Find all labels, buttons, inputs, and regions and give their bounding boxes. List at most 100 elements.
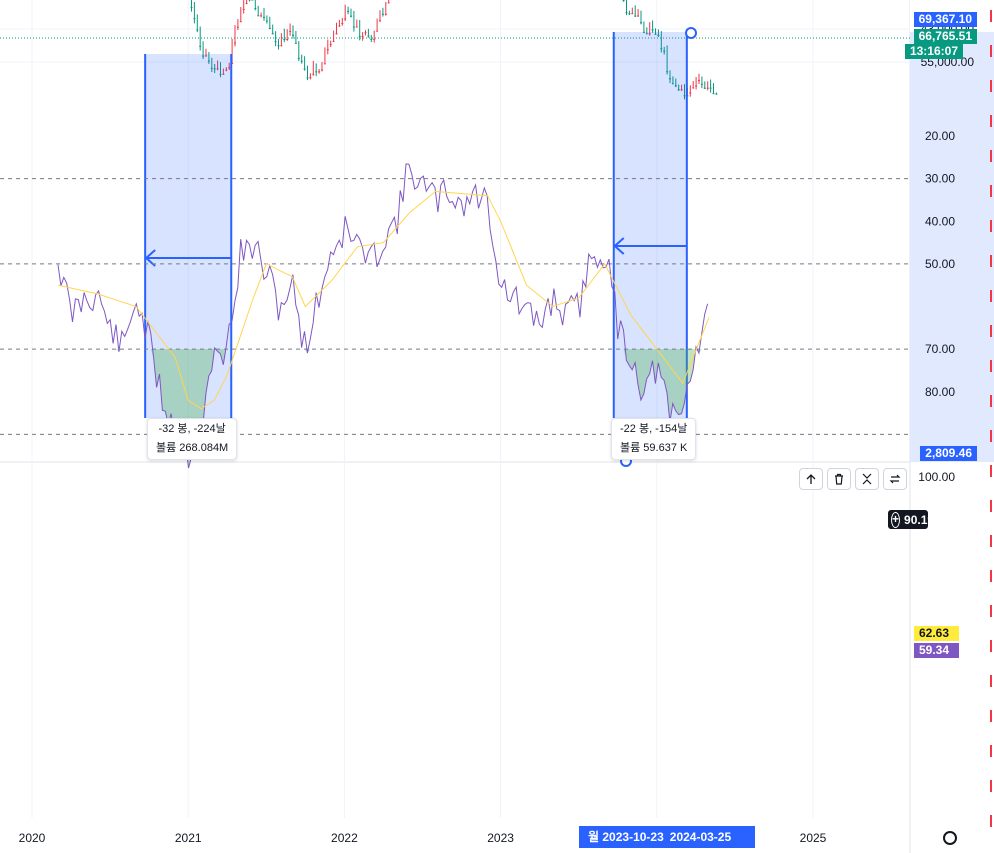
maximize-pane-button[interactable] <box>883 468 907 490</box>
candle-body <box>196 29 199 31</box>
candle-body <box>289 30 292 32</box>
candle-body <box>642 31 645 33</box>
high-price-tag: 69,367.10 <box>913 12 977 27</box>
collapse-pane-button[interactable] <box>855 468 879 490</box>
candle-body <box>370 38 373 40</box>
candle-body <box>283 39 286 41</box>
candle-body <box>361 35 364 37</box>
candle-body <box>695 85 698 87</box>
candle-body <box>674 85 677 87</box>
rsi-tick-label: 30.00 <box>925 172 955 186</box>
settings-icon[interactable] <box>943 831 957 845</box>
rsi-line <box>57 163 709 469</box>
candle-body <box>332 40 335 42</box>
candle-body <box>706 87 709 89</box>
price-pane[interactable] <box>0 0 910 100</box>
price-axis-bg <box>910 0 994 462</box>
last-price-tag: 66,765.51 <box>913 29 977 44</box>
candle-body <box>271 33 274 35</box>
candle-body <box>234 42 236 44</box>
candle-body <box>648 33 651 35</box>
measure-label-2[interactable]: -22 봉, -154날 볼륨 59.637 K <box>611 418 697 460</box>
candle-body <box>280 45 283 47</box>
candle-body <box>225 69 228 71</box>
arrow-up-icon <box>806 474 816 484</box>
candle-body <box>666 71 669 73</box>
candle-body <box>297 57 300 59</box>
candle-body <box>251 0 254 1</box>
candle-body <box>669 78 671 80</box>
plus-circle-icon[interactable]: + <box>891 511 901 528</box>
candle-body <box>260 15 263 17</box>
candle-body <box>376 30 379 32</box>
candle-body <box>625 12 628 14</box>
candle-body <box>341 23 344 25</box>
move-up-button[interactable] <box>799 468 823 490</box>
candle-body <box>712 93 715 95</box>
measure-tools[interactable] <box>144 27 994 467</box>
candle-body <box>381 13 384 15</box>
time-range-start: 월 2023-10-23 <box>588 830 664 844</box>
candle-body <box>309 77 312 79</box>
measure-handle <box>685 27 697 39</box>
candle-body <box>709 87 712 89</box>
candle-body <box>387 2 390 4</box>
candle-body <box>257 15 260 17</box>
rsi-tick-label: 50.00 <box>925 257 955 271</box>
candle-body <box>700 83 703 85</box>
axis-measure-band <box>910 32 994 462</box>
measure-label-1-bars: -32 봉, -224날 <box>158 423 226 435</box>
candle-body <box>660 48 663 50</box>
candle-body <box>268 27 271 29</box>
candle-body <box>689 92 692 94</box>
candle-body <box>228 67 231 69</box>
rsi-ma-tag: 62.63 <box>914 626 959 641</box>
candle-body <box>367 35 370 37</box>
candle-body <box>631 13 634 15</box>
candle-body <box>323 63 326 65</box>
candle-body <box>654 33 657 35</box>
time-tick-label: 2022 <box>331 831 358 845</box>
candle-body <box>338 25 341 27</box>
candle-body <box>350 15 352 17</box>
measure-label-1-volume: 볼륨 268.084M <box>156 442 229 454</box>
candle-body <box>265 20 268 22</box>
candle-body <box>358 35 361 37</box>
rsi-pane[interactable] <box>0 163 910 469</box>
candle-body <box>205 55 207 57</box>
candle-body <box>683 95 686 97</box>
candle-body <box>274 41 277 43</box>
measure-label-2-volume: 볼륨 59.637 K <box>620 442 688 454</box>
candle-body <box>303 68 306 70</box>
candle-body <box>634 15 637 17</box>
rsi-crosshair-value: 90.19 <box>904 512 935 527</box>
candle-body <box>326 49 329 51</box>
candle-body <box>202 55 205 57</box>
candle-body <box>355 26 358 28</box>
trash-icon <box>835 473 843 485</box>
candle-body <box>300 60 303 62</box>
candle-body <box>373 38 376 40</box>
candle-body <box>352 26 355 28</box>
replace-icon <box>889 474 901 484</box>
rsi-tick-label: 40.00 <box>925 214 955 228</box>
measure-label-1[interactable]: -32 봉, -224날 볼륨 268.084M <box>147 418 238 460</box>
candle-body <box>219 73 222 75</box>
countdown-tag: 13:16:07 <box>904 44 963 59</box>
candle-body <box>207 60 210 62</box>
candle-body <box>663 50 666 52</box>
candle-body <box>306 77 309 79</box>
time-tick-label: 2025 <box>800 831 827 845</box>
time-range-end: 2024-03-25 <box>669 830 732 844</box>
rsi-value-tag: 59.34 <box>914 643 959 658</box>
candle-body <box>239 21 242 23</box>
candle-body <box>286 39 289 41</box>
rsi-tick-label: 20.00 <box>925 129 955 143</box>
candle-body <box>628 13 631 15</box>
candle-body <box>622 0 625 2</box>
time-range-label: 월 2023-10-23 2024-03-25 <box>579 826 755 848</box>
delete-pane-button[interactable] <box>827 468 851 490</box>
candle-body <box>263 16 265 18</box>
candle-body <box>312 73 315 75</box>
